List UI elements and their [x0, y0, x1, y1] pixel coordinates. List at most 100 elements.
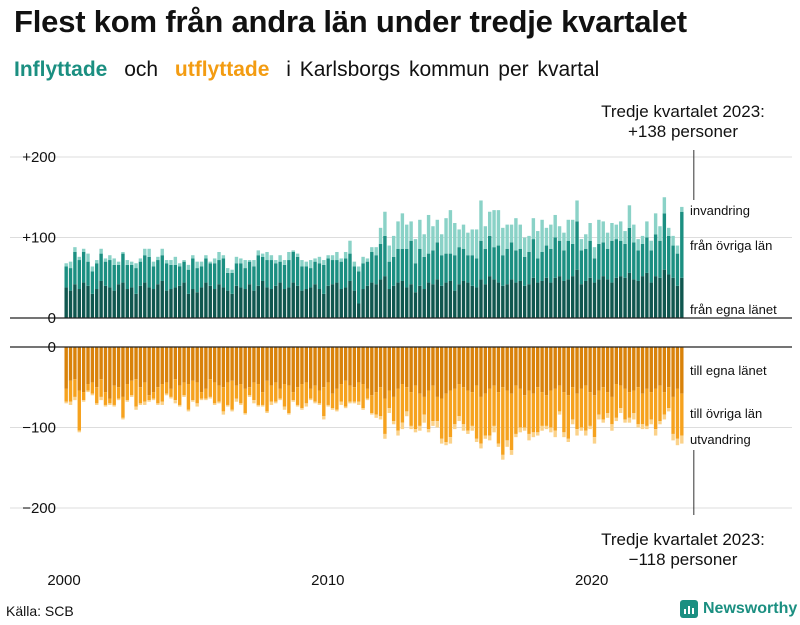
bar-in-region-46	[265, 260, 269, 288]
bar-out-local-138	[667, 347, 671, 388]
bar-out-abroad-49	[278, 398, 282, 401]
bar-in-abroad-94	[474, 229, 479, 259]
bar-in-region-126	[614, 239, 619, 278]
bar-in-local-33	[208, 285, 212, 318]
bar-in-local-38	[230, 293, 234, 318]
bar-out-abroad-72	[378, 416, 383, 420]
bar-out-local-68	[361, 347, 365, 385]
label-till-egna-lanet: till egna länet	[690, 363, 767, 378]
bar-out-abroad-88	[448, 437, 453, 444]
bar-out-local-132	[640, 347, 645, 394]
bar-in-abroad-136	[658, 226, 662, 241]
bar-in-region-116	[570, 243, 575, 277]
bar-out-abroad-84	[431, 421, 435, 426]
bar-out-local-130	[632, 347, 636, 391]
bar-in-region-22	[160, 255, 164, 281]
bar-in-region-75	[391, 256, 396, 286]
bar-in-region-85	[435, 242, 440, 280]
brand-logo[interactable]: Newsworthy	[680, 600, 797, 618]
bar-out-local-74	[387, 347, 391, 391]
bar-in-local-63	[339, 289, 343, 318]
bar-out-region-80	[413, 385, 418, 430]
bar-in-local-133	[645, 272, 649, 318]
bar-in-abroad-111	[549, 224, 553, 249]
bar-in-region-79	[409, 240, 413, 285]
bar-out-abroad-82	[422, 414, 426, 423]
bar-in-local-109	[540, 280, 544, 318]
bar-in-abroad-126	[614, 224, 619, 240]
bar-in-abroad-9	[103, 258, 108, 262]
bar-out-local-0	[64, 347, 68, 389]
bar-in-abroad-60	[326, 255, 330, 259]
bar-in-region-117	[575, 221, 579, 270]
bar-out-abroad-51	[287, 413, 291, 415]
bar-in-abroad-53	[295, 253, 300, 257]
bar-in-region-45	[260, 256, 265, 281]
bar-in-local-10	[108, 287, 112, 318]
bar-out-abroad-79	[409, 425, 413, 430]
bar-out-abroad-67	[357, 401, 361, 405]
bar-out-local-14	[125, 347, 130, 385]
bar-out-region-5	[86, 384, 90, 391]
bar-in-local-70	[370, 282, 374, 318]
bar-out-local-25	[173, 347, 178, 380]
bar-in-local-44	[256, 285, 260, 318]
bar-out-abroad-105	[522, 427, 527, 431]
bar-in-abroad-61	[330, 255, 335, 261]
bar-out-region-38	[230, 380, 234, 410]
bar-in-local-8	[99, 280, 103, 318]
bar-out-local-88	[448, 347, 453, 391]
bar-in-local-89	[453, 290, 457, 318]
bar-out-region-51	[287, 385, 291, 414]
bar-in-local-15	[129, 287, 134, 318]
bar-out-abroad-123	[601, 419, 605, 423]
bar-in-local-138	[667, 274, 671, 318]
bar-out-region-97	[488, 388, 492, 436]
bar-out-region-22	[160, 384, 164, 402]
bar-out-local-105	[522, 347, 527, 396]
bar-out-local-79	[409, 347, 413, 393]
bar-in-region-37	[226, 272, 230, 291]
bar-in-region-76	[396, 248, 400, 283]
bar-in-abroad-38	[230, 269, 234, 273]
bar-out-local-41	[243, 347, 247, 389]
bar-out-abroad-20	[151, 398, 156, 401]
bar-out-abroad-121	[592, 437, 597, 444]
bar-in-region-100	[501, 255, 505, 286]
bar-in-abroad-127	[618, 221, 623, 241]
bar-in-local-54	[300, 290, 304, 318]
bar-in-region-31	[199, 266, 204, 288]
bar-in-abroad-85	[435, 219, 440, 243]
bar-in-local-21	[156, 284, 160, 318]
bar-out-region-121	[592, 395, 597, 438]
bar-in-local-61	[330, 284, 335, 318]
bar-out-region-6	[90, 382, 95, 394]
bar-out-local-11	[112, 347, 116, 386]
bar-out-local-111	[549, 347, 553, 391]
bar-out-abroad-41	[243, 413, 247, 415]
bar-in-local-46	[265, 287, 269, 318]
bar-in-local-2	[73, 284, 77, 318]
bar-out-abroad-78	[405, 411, 409, 417]
bar-in-region-95	[479, 240, 483, 280]
bar-out-local-32	[204, 347, 208, 389]
bar-in-abroad-55	[304, 261, 309, 267]
bar-out-local-26	[178, 347, 182, 386]
bar-in-abroad-98	[492, 210, 496, 248]
y-tick-bottom-0: 0	[48, 339, 56, 356]
bar-in-region-137	[662, 213, 667, 270]
bar-out-region-59	[322, 387, 326, 417]
bar-out-local-42	[247, 347, 252, 388]
bar-in-abroad-11	[112, 258, 116, 265]
bar-out-abroad-108	[536, 432, 540, 436]
bar-out-local-24	[169, 347, 173, 389]
bar-out-abroad-64	[343, 406, 348, 409]
bar-out-abroad-131	[636, 424, 640, 428]
bar-out-local-85	[435, 347, 440, 397]
bar-in-region-102	[509, 242, 514, 280]
bar-out-abroad-68	[361, 408, 365, 410]
bar-out-region-29	[191, 380, 195, 401]
bar-out-region-41	[243, 388, 247, 414]
bar-out-local-33	[208, 347, 212, 380]
bar-in-local-131	[636, 280, 640, 318]
